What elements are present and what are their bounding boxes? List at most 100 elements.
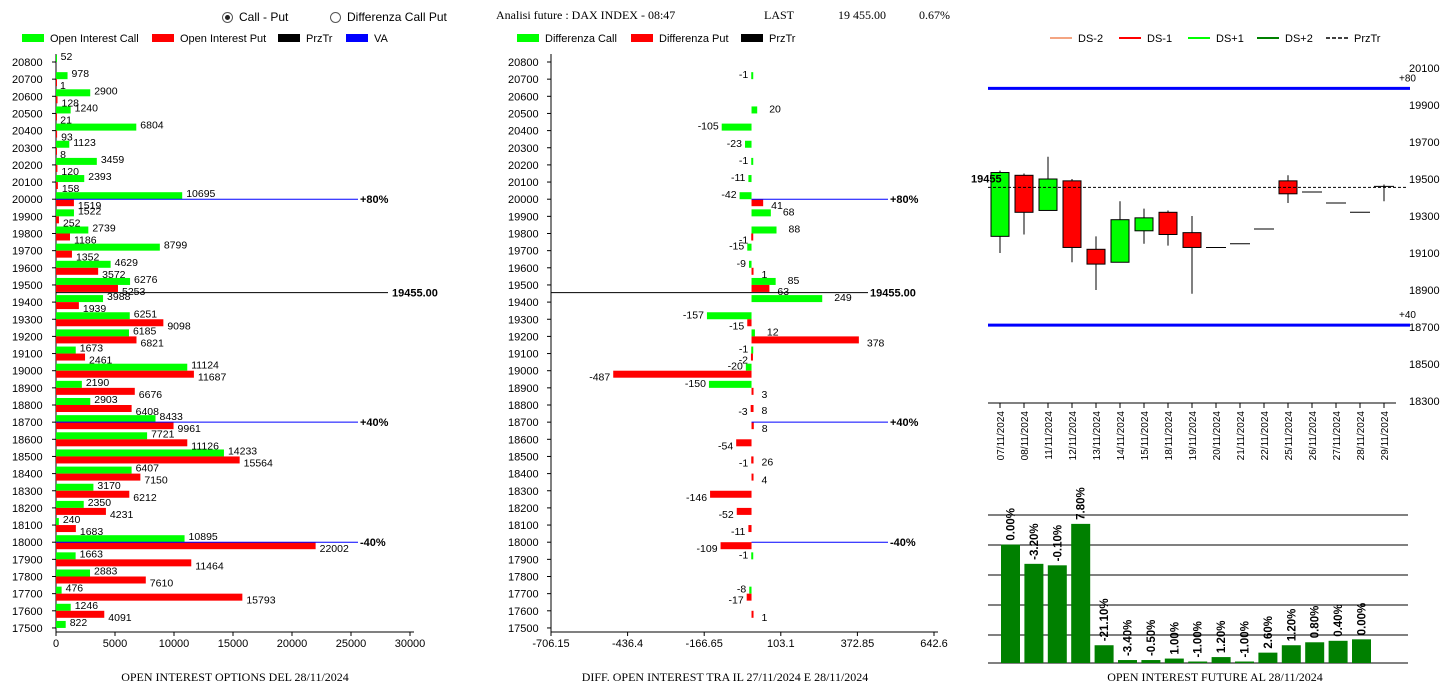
oi-put-bar bbox=[56, 576, 146, 584]
oi-call-bar bbox=[56, 346, 76, 354]
oi-call-label: 1673 bbox=[80, 343, 104, 355]
oi-call-label: 3459 bbox=[101, 154, 125, 166]
diff-put-bar bbox=[736, 507, 752, 515]
oi-tick-label: 18200 bbox=[12, 503, 43, 515]
cand-xtick-label: 14/11/2024 bbox=[1116, 411, 1127, 461]
diff-call-bar bbox=[706, 312, 752, 320]
legend-cand-0-label: DS-2 bbox=[1078, 33, 1103, 45]
cand-ytick-label: 19300 bbox=[1409, 211, 1440, 223]
diff-tick-label: 18100 bbox=[508, 520, 539, 532]
diff-tick-label: 20000 bbox=[508, 194, 539, 206]
oi-call-bar bbox=[56, 243, 160, 251]
oi-call-label: 822 bbox=[70, 617, 88, 629]
oi-put-label: 158 bbox=[62, 183, 80, 195]
diff-put-bar bbox=[720, 542, 752, 550]
radio-diff-dot[interactable] bbox=[330, 11, 341, 23]
diff-call-bar bbox=[744, 140, 752, 148]
diff-va-label: -40% bbox=[890, 537, 916, 549]
diff-put-bar bbox=[751, 284, 770, 292]
oi-call-label: 3988 bbox=[107, 291, 131, 303]
fut-bar bbox=[1141, 660, 1161, 663]
fut-bar-label: -1.00% bbox=[1240, 621, 1252, 657]
diff-tick-label: 18300 bbox=[508, 486, 539, 498]
fut-bar-label: 1.20% bbox=[1216, 620, 1228, 653]
oi-call-label: 6251 bbox=[134, 308, 158, 320]
oi-call-bar bbox=[56, 415, 156, 423]
fut-bar-label: 0.00% bbox=[1357, 603, 1369, 636]
oi-put-bar bbox=[56, 387, 135, 395]
diff-call-bar bbox=[751, 295, 823, 303]
diff-call-bar bbox=[749, 586, 752, 594]
diff-tick-label: 17500 bbox=[508, 623, 539, 635]
fut-bar bbox=[1305, 642, 1325, 663]
oi-call-label: 240 bbox=[63, 514, 81, 526]
oi-call-bar bbox=[56, 55, 57, 62]
oi-tick-label: 18500 bbox=[12, 451, 43, 463]
diff-xtick-label: 103.1 bbox=[767, 638, 795, 650]
legend-oi-1-label: Open Interest Put bbox=[180, 33, 266, 45]
diff-xtick-label: -436.4 bbox=[612, 638, 643, 650]
fut-bar-label: 0.80% bbox=[1310, 606, 1322, 639]
fut-bar bbox=[1164, 658, 1184, 663]
diff-tick-label: 18600 bbox=[508, 434, 539, 446]
diff-call-label: -23 bbox=[727, 138, 742, 150]
radio-call-put-dot[interactable] bbox=[222, 11, 233, 23]
radio-call-put-label: Call - Put bbox=[239, 10, 289, 24]
oi-put-label: 252 bbox=[63, 217, 81, 229]
legend-oi-3-label: VA bbox=[374, 33, 389, 45]
oi-put-bar bbox=[56, 405, 132, 412]
diff-tick-label: 20800 bbox=[508, 57, 539, 69]
diff-call-bar bbox=[745, 363, 752, 371]
header-title: Analisi future : DAX INDEX - 08:47 bbox=[496, 8, 676, 22]
oi-put-label: 6821 bbox=[140, 337, 164, 349]
cand-body bbox=[1182, 232, 1202, 248]
oi-call-bar bbox=[56, 123, 137, 131]
cand-xtick-label: 22/11/2024 bbox=[1260, 411, 1271, 461]
oi-tick-label: 18300 bbox=[12, 486, 43, 498]
diff-tick-label: 20100 bbox=[508, 177, 539, 189]
radio-diff[interactable]: Differenza Call Put bbox=[330, 9, 447, 25]
cand-body bbox=[1158, 211, 1178, 236]
cand-ytick-label: 19700 bbox=[1409, 137, 1440, 149]
oi-put-bar bbox=[56, 370, 194, 378]
oi-put-bar bbox=[56, 456, 240, 464]
oi-call-bar bbox=[56, 140, 70, 148]
oi-call-bar bbox=[56, 603, 71, 611]
oi-call-bar bbox=[56, 209, 74, 217]
oi-put-label: 4231 bbox=[110, 509, 134, 521]
diff-call-bar bbox=[751, 552, 754, 560]
diff-przTr-label: 19455.00 bbox=[870, 288, 916, 300]
fut-bar bbox=[1188, 661, 1208, 663]
diff-tick-label: 18900 bbox=[508, 383, 539, 395]
cand-ytick-label: 20100 bbox=[1409, 63, 1440, 75]
diff-put-label: -15 bbox=[729, 320, 744, 332]
diff-put-bar bbox=[750, 353, 753, 361]
header-change: 0.67% bbox=[919, 8, 950, 22]
diff-tick-label: 18700 bbox=[508, 417, 539, 429]
oi-put-bar bbox=[56, 284, 118, 292]
oi-put-label: 128 bbox=[62, 97, 80, 109]
diff-call-label: -1 bbox=[739, 155, 748, 167]
diff-call-bar bbox=[751, 157, 754, 165]
cand-xtick-label: 25/11/2024 bbox=[1284, 411, 1295, 461]
cand-body bbox=[1014, 174, 1034, 213]
cand-ytick-label: 19900 bbox=[1409, 100, 1440, 112]
oi-call-bar bbox=[56, 175, 85, 183]
cand-xtick-label: 19/11/2024 bbox=[1188, 411, 1199, 461]
oi-call-label: 6407 bbox=[136, 463, 160, 475]
oi-put-label: 5253 bbox=[122, 286, 146, 298]
header-last-label: LAST bbox=[764, 8, 794, 22]
radio-call-put[interactable]: Call - Put bbox=[222, 9, 288, 25]
diff-call-bar bbox=[708, 380, 752, 388]
oi-call-label: 1663 bbox=[80, 548, 104, 560]
oi-przTr-label: 19455.00 bbox=[392, 288, 438, 300]
oi-call-label: 2393 bbox=[88, 171, 112, 183]
fut-bar-label: 1.00% bbox=[1169, 622, 1181, 655]
oi-call-label: 6185 bbox=[133, 325, 157, 337]
oi-call-bar bbox=[56, 89, 91, 97]
diff-tick-label: 20300 bbox=[508, 143, 539, 155]
diff-put-label: -54 bbox=[718, 440, 733, 452]
diff-tick-label: 19600 bbox=[508, 263, 539, 275]
oi-put-label: 6676 bbox=[139, 389, 163, 401]
oi-call-bar bbox=[56, 226, 89, 234]
